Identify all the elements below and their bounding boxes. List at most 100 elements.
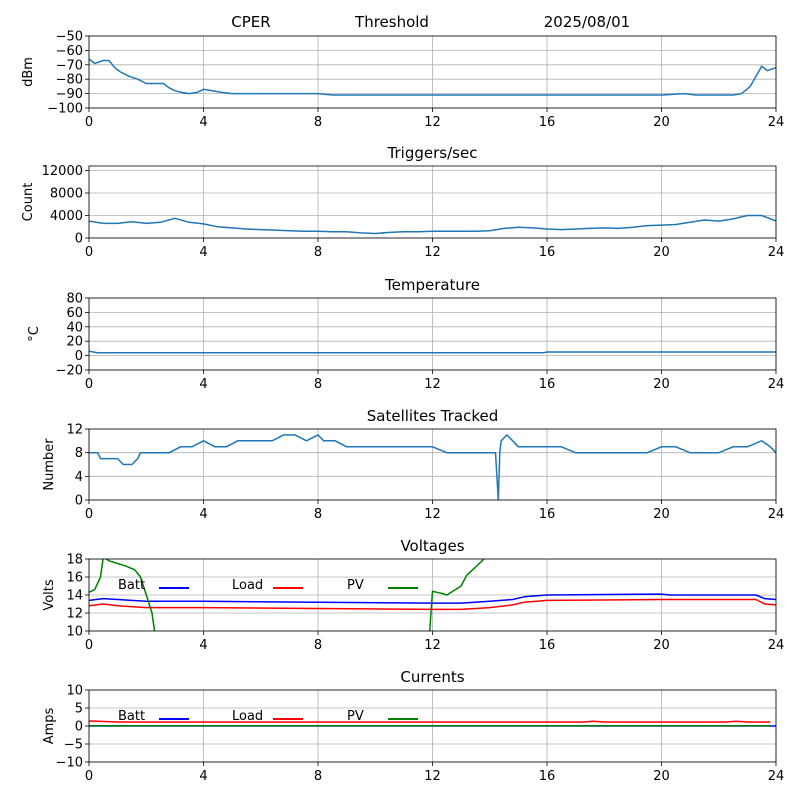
y-tick-label: 4: [75, 470, 83, 485]
y-tick-label: 80: [66, 292, 83, 307]
y-tick-label: 60: [66, 306, 83, 321]
x-tick-label: 12: [424, 769, 441, 784]
legend-label-batt: Batt: [118, 578, 145, 593]
y-tick-label: 16: [66, 571, 83, 586]
x-tick-label: 0: [85, 769, 93, 784]
x-tick-label: 0: [85, 115, 93, 130]
y-tick-label: 12000: [42, 164, 83, 179]
legend-label-load: Load: [232, 578, 263, 593]
x-tick-label: 12: [424, 638, 441, 653]
y-tick-label: −60: [56, 44, 83, 59]
panel-voltages: 0 4 8 12 16 20 24 10 12 14 16 18 Voltages Volts Batt Lo…: [42, 537, 784, 653]
header-label: Threshold: [354, 13, 429, 31]
chart-title: Triggers/sec: [387, 144, 478, 162]
chart-title: Currents: [400, 668, 464, 686]
y-axis-label: dBm: [21, 57, 36, 87]
chart-title: Voltages: [400, 537, 464, 555]
x-tick-label: 12: [424, 507, 441, 522]
x-tick-label: 0: [85, 638, 93, 653]
panel-currents: 0 4 8 12 16 20 24 10 5 0 −5 −10 Currents Amps Batt Load…: [42, 668, 784, 784]
y-tick-label: 20: [66, 335, 83, 350]
series-line-load: [89, 598, 776, 611]
x-tick-label: 20: [653, 115, 670, 130]
series-group: [89, 720, 776, 727]
x-tick-label: 24: [768, 245, 785, 260]
x-tick-label: 4: [199, 245, 207, 260]
x-tick-label: 20: [653, 507, 670, 522]
series-line-temperature: [89, 350, 776, 354]
y-tick-label: 18: [66, 553, 83, 568]
x-tick-label: 0: [85, 377, 93, 392]
y-tick-label: −5: [64, 738, 83, 753]
x-tick-label: 16: [539, 377, 556, 392]
x-tick-label: 24: [768, 115, 785, 130]
y-tick-label: −80: [56, 73, 83, 88]
x-tick-label: 16: [539, 115, 556, 130]
series-line-satellites: [89, 434, 776, 500]
x-tick-label: 0: [85, 245, 93, 260]
y-tick-label: 5: [75, 702, 83, 717]
legend-label-load: Load: [232, 709, 263, 724]
x-tick-label: 20: [653, 377, 670, 392]
y-axis-label: °C: [27, 326, 42, 342]
y-axis-label: Number: [42, 438, 57, 491]
x-tick-label: 16: [539, 638, 556, 653]
y-tick-label: −20: [56, 364, 83, 379]
y-axis-label: Amps: [42, 707, 57, 744]
y-tick-label: −10: [56, 756, 83, 771]
series-group: [89, 434, 776, 500]
x-tick-label: 8: [314, 245, 322, 260]
y-tick-label: 4000: [50, 209, 83, 224]
series-group: [89, 559, 776, 631]
x-tick-label: 8: [314, 769, 322, 784]
x-tick-label: 4: [199, 115, 207, 130]
x-tick-label: 20: [653, 769, 670, 784]
y-tick-label: 8: [75, 446, 83, 461]
y-tick-label: −70: [56, 58, 83, 73]
y-tick-label: −50: [56, 30, 83, 45]
series-line-threshold: [89, 58, 776, 96]
y-tick-label: 0: [75, 349, 83, 364]
x-tick-label: 4: [199, 507, 207, 522]
x-tick-label: 8: [314, 115, 322, 130]
series-group: [89, 214, 776, 235]
chart-title: Temperature: [384, 276, 480, 294]
legend-label-batt: Batt: [118, 709, 145, 724]
x-tick-label: 20: [653, 638, 670, 653]
header-date: 2025/08/01: [544, 13, 630, 31]
legend-label-pv: PV: [347, 709, 364, 724]
panel-satellites: 0 4 8 12 16 20 24 0 4 8 12 Satellites Tracked Number: [42, 407, 784, 522]
panel-triggers: 0 4 8 12 16 20 24 0 4000 8000 12000 Triggers/sec Cou…: [21, 144, 784, 260]
x-tick-label: 8: [314, 507, 322, 522]
panel-threshold: 0 4 8 12 16 20 24 −50−60−70−80−90−100 dBm: [21, 30, 784, 131]
y-tick-label: 0: [75, 494, 83, 509]
y-tick-label: 14: [66, 589, 83, 604]
x-tick-label: 24: [768, 507, 785, 522]
y-tick-label: −90: [56, 87, 83, 102]
x-tick-label: 4: [199, 377, 207, 392]
header-site: CPER: [231, 13, 270, 31]
x-tick-label: 24: [768, 638, 785, 653]
y-tick-label: 12: [66, 423, 83, 438]
legend-label-pv: PV: [347, 578, 364, 593]
series-line-load: [89, 720, 771, 723]
y-tick-label: −100: [47, 102, 83, 117]
x-tick-label: 8: [314, 377, 322, 392]
x-tick-label: 20: [653, 245, 670, 260]
x-tick-label: 12: [424, 245, 441, 260]
x-tick-label: 16: [539, 769, 556, 784]
series-group: [89, 58, 776, 96]
y-tick-label: 10: [66, 625, 83, 640]
series-line-batt: [89, 593, 776, 604]
y-tick-label: 40: [66, 320, 83, 335]
x-tick-label: 8: [314, 638, 322, 653]
x-tick-label: 4: [199, 638, 207, 653]
x-tick-label: 12: [424, 115, 441, 130]
x-tick-label: 12: [424, 377, 441, 392]
x-tick-label: 4: [199, 769, 207, 784]
chart-title: Satellites Tracked: [367, 407, 498, 425]
y-tick-label: 8000: [50, 187, 83, 202]
